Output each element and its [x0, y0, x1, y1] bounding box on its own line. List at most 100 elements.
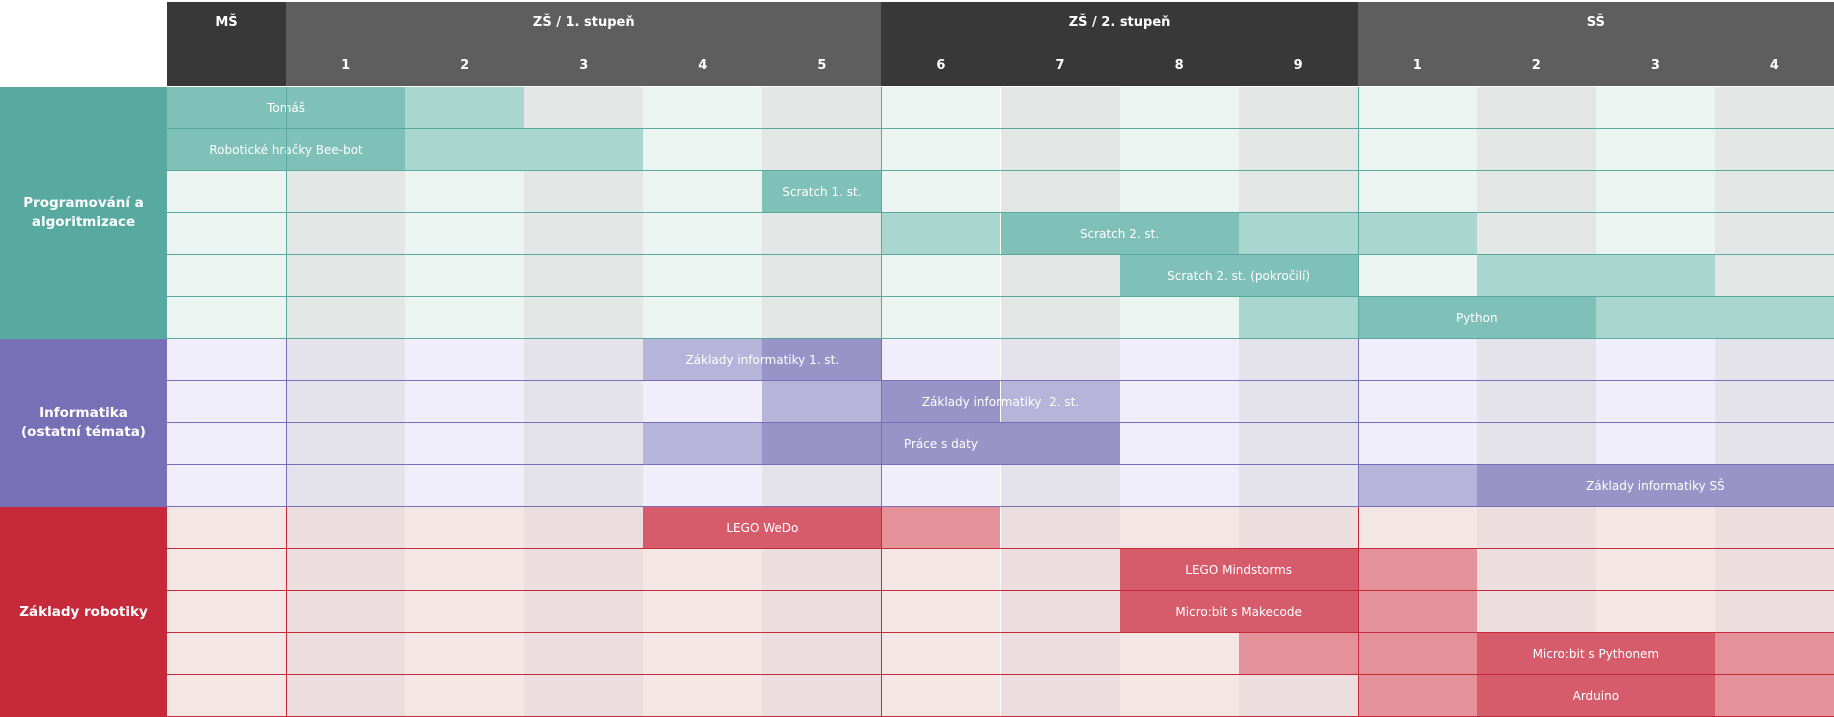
stage-boundary: [286, 339, 288, 507]
course-label: LEGO WeDo: [726, 521, 799, 535]
course-bar-segment: [762, 423, 1120, 465]
course-bar-segment: [1238, 297, 1358, 339]
grid-cell: [643, 675, 763, 717]
grid-cell: [1476, 129, 1596, 171]
grid-cell: [762, 129, 882, 171]
header-stage-zs1: ZŠ / 1. stupeň: [532, 14, 635, 30]
grid-cell: [881, 297, 1001, 339]
grid-cell: [405, 549, 525, 591]
grid-cell: [167, 423, 287, 465]
grid-cell: [1714, 255, 1834, 297]
grid-cell: [167, 213, 287, 255]
stage-boundary: [881, 339, 883, 507]
grid-cell: [881, 465, 1001, 507]
header-stage-bg-zs2: [881, 2, 1358, 86]
category-label-robotics: Základy robotiky: [0, 507, 167, 717]
course-bar-segment: [881, 507, 1001, 549]
grid-cell: [1238, 465, 1358, 507]
grid-cell: [1119, 507, 1239, 549]
course-bar-segment: [1357, 465, 1477, 507]
grid-cell: [881, 591, 1001, 633]
header-stage-zs2: ZŠ / 2. stupeň: [1068, 14, 1171, 30]
course-label: Scratch 2. st.: [1079, 227, 1160, 241]
grid-cell: [167, 633, 287, 675]
grid-cell: [1119, 171, 1239, 213]
course-bar-segment: [881, 213, 1001, 255]
header-grade-13: 4: [1769, 57, 1779, 73]
grid-cell: [1119, 633, 1239, 675]
grid-cell: [643, 465, 763, 507]
grid-cell: [524, 465, 644, 507]
grid-cell: [1119, 339, 1239, 381]
stage-boundary: [1357, 507, 1359, 717]
grid-cell: [286, 507, 406, 549]
grid-cell: [881, 633, 1001, 675]
stage-boundary: [1357, 87, 1359, 339]
grid-cell: [762, 465, 882, 507]
grid-cell: [1000, 633, 1120, 675]
grid-cell: [1238, 171, 1358, 213]
course-bar-segment: [1476, 633, 1715, 675]
course-bar-segment: [1357, 297, 1596, 339]
grid-cell: [1119, 87, 1239, 129]
grid-cell: [643, 591, 763, 633]
grid-cell: [643, 87, 763, 129]
course-bar-segment: [762, 171, 882, 213]
grid-cell: [643, 129, 763, 171]
grid-cell: [167, 465, 287, 507]
grid-cell: [1357, 339, 1477, 381]
course-bar-segment: [405, 87, 525, 129]
row-separator: [167, 674, 1834, 675]
grid-cell: [405, 213, 525, 255]
grid-cell: [1714, 549, 1834, 591]
grid-cell: [286, 171, 406, 213]
grid-cell: [643, 381, 763, 423]
grid-cell: [405, 591, 525, 633]
course-bar-segment: [762, 381, 882, 423]
grid-cell: [286, 549, 406, 591]
grid-cell: [1595, 213, 1715, 255]
grid-cell: [167, 591, 287, 633]
header-grade-10: 1: [1412, 57, 1422, 73]
course-bar-segment: [643, 507, 882, 549]
stage-boundary: [881, 87, 883, 339]
row-separator: [167, 506, 1834, 507]
course-bar-segment: [881, 381, 1001, 423]
grid-cell: [1357, 87, 1477, 129]
header-grade-11: 2: [1531, 57, 1541, 73]
grid-cell: [1595, 381, 1715, 423]
grid-cell: [405, 339, 525, 381]
grid-cell: [762, 633, 882, 675]
grid-cell: [1714, 87, 1834, 129]
grid-cell: [762, 591, 882, 633]
grid-cell: [405, 465, 525, 507]
course-bar-segment: [405, 129, 644, 171]
grid-cell: [881, 87, 1001, 129]
header-grade-6: 6: [936, 57, 946, 73]
grid-cell: [1000, 129, 1120, 171]
course-label: Scratch 2. st. (pokročilí): [1167, 269, 1311, 283]
row-separator: [167, 464, 1834, 465]
course-bar-segment: [1000, 213, 1239, 255]
row-separator: [167, 380, 1834, 381]
grid-cell: [1476, 591, 1596, 633]
grid-cell: [405, 255, 525, 297]
grid-cell: [1000, 87, 1120, 129]
grid-cell: [1714, 591, 1834, 633]
grid-cell: [762, 675, 882, 717]
grid-cell: [524, 87, 644, 129]
grid-cell: [524, 507, 644, 549]
grid-cell: [643, 171, 763, 213]
row-separator: [167, 212, 1834, 213]
course-bar-segment: [762, 339, 882, 381]
grid-cell: [524, 381, 644, 423]
grid-cell: [167, 381, 287, 423]
row-separator: [167, 548, 1834, 549]
grid-cell: [1357, 423, 1477, 465]
stage-boundary: [881, 507, 883, 717]
header-stage-ss: SŠ: [1586, 14, 1605, 30]
category-label-informatics: Informatika (ostatní témata): [0, 339, 167, 507]
grid-cell: [286, 339, 406, 381]
grid-cell: [167, 255, 287, 297]
grid-cell: [405, 171, 525, 213]
